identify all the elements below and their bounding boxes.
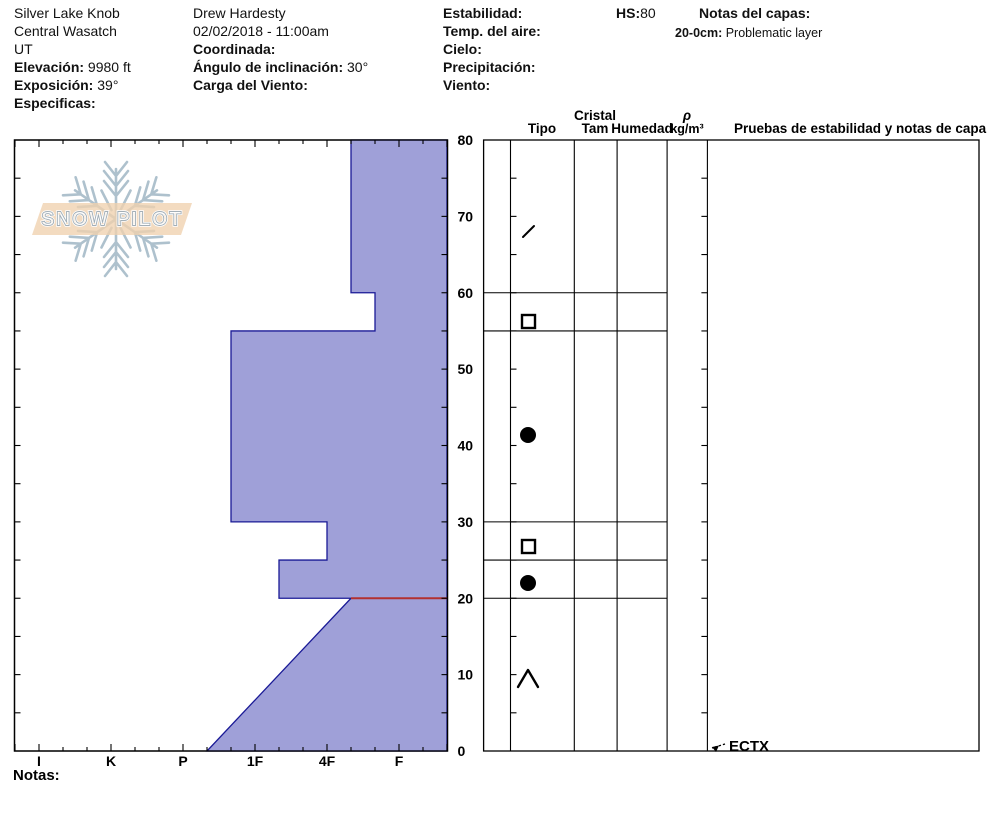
- svg-text:Tipo: Tipo: [528, 121, 556, 136]
- svg-text:ECTX: ECTX: [729, 738, 769, 755]
- svg-text:P: P: [178, 753, 187, 769]
- svg-text:40: 40: [458, 438, 474, 454]
- svg-text:4F: 4F: [319, 753, 336, 769]
- svg-text:ρ: ρ: [682, 108, 691, 123]
- svg-text:Tam: Tam: [582, 121, 609, 136]
- svg-text:60: 60: [458, 285, 474, 301]
- svg-text:kg/m³: kg/m³: [670, 122, 703, 136]
- svg-text:Notas:: Notas:: [13, 767, 60, 784]
- svg-text:70: 70: [458, 208, 474, 224]
- svg-text:80: 80: [458, 132, 474, 148]
- svg-text:Pruebas de estabilidad y notas: Pruebas de estabilidad y notas de capa: [734, 121, 987, 136]
- svg-text:0: 0: [458, 743, 466, 759]
- svg-text:K: K: [106, 753, 116, 769]
- svg-text:10: 10: [458, 667, 474, 683]
- svg-text:30: 30: [458, 514, 474, 530]
- svg-text:Humedad: Humedad: [611, 121, 673, 136]
- svg-text:SNOW PILOT: SNOW PILOT: [41, 209, 183, 231]
- svg-text:1F: 1F: [247, 753, 264, 769]
- svg-text:20: 20: [458, 590, 474, 606]
- svg-text:50: 50: [458, 361, 474, 377]
- svg-text:F: F: [395, 753, 404, 769]
- svg-text:I: I: [37, 753, 41, 769]
